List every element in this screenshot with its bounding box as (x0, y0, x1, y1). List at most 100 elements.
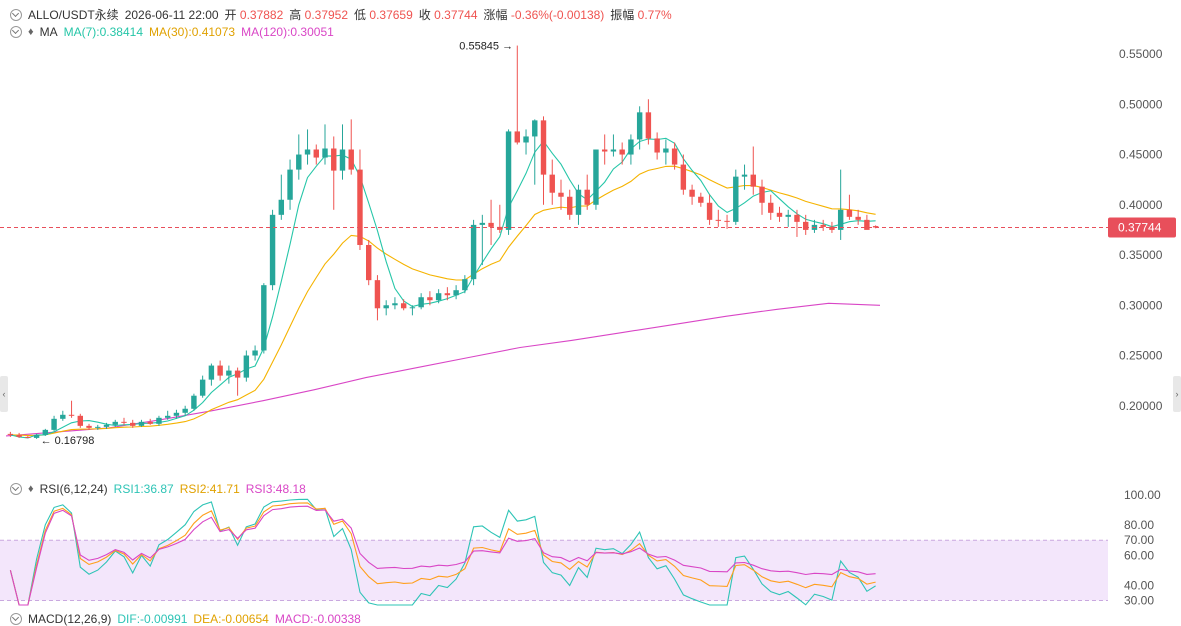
candle-body (724, 220, 730, 222)
bell-icon[interactable]: ♦ (28, 26, 34, 38)
candle-body (95, 426, 101, 428)
low-label: 低 (354, 8, 367, 22)
high-value: 0.37952 (304, 8, 349, 22)
candle-body (226, 370, 232, 376)
ma120-line (5, 302, 881, 437)
candle-body (479, 222, 486, 225)
candle-body (16, 434, 22, 437)
open-label: 开 (224, 8, 237, 22)
close-value: 0.37744 (434, 8, 478, 22)
candle-body (25, 436, 31, 438)
dea-value: DEA:-0.00654 (193, 612, 269, 626)
ma30-value: MA(30):0.41073 (149, 25, 236, 39)
rsi-legend: ♦ RSI(6,12,24) RSI1:36.87 RSI2:41.71 RSI… (10, 482, 306, 496)
candle-body (366, 244, 372, 281)
candle-body (173, 412, 180, 416)
candle-body (645, 112, 652, 139)
candle-body (837, 209, 844, 230)
candle-body (147, 421, 153, 424)
candle-body (374, 280, 381, 309)
candle-body (392, 303, 398, 306)
candle-body (7, 433, 14, 435)
min-price-annotation: ← 0.16798 (41, 435, 95, 447)
candle-body (584, 189, 590, 205)
open-value: 0.37882 (239, 8, 284, 22)
candle-body (671, 148, 678, 165)
candle-body (470, 224, 477, 280)
candle-body (864, 219, 870, 230)
candle-body (278, 199, 285, 215)
candle-body (628, 139, 634, 155)
price-tick-label: 0.30000 (1119, 298, 1163, 312)
amplitude-label: 振幅 (610, 8, 635, 22)
rsi-band (0, 540, 1108, 601)
candle-body (593, 149, 599, 205)
candle-body (549, 174, 555, 193)
price-tick-label: 0.45000 (1119, 148, 1163, 162)
collapse-toggle-icon[interactable] (10, 613, 22, 625)
candle-body (855, 216, 861, 220)
candle-body (715, 219, 722, 221)
candle-body (269, 214, 276, 286)
candle-body (733, 176, 739, 222)
low-value: 0.37659 (369, 8, 413, 22)
price-tick-label: 0.35000 (1119, 248, 1163, 262)
high-label: 高 (289, 8, 302, 22)
candle-body (689, 189, 695, 197)
ma-label[interactable]: MA (39, 25, 58, 39)
candle-body (558, 192, 564, 197)
candle-body (820, 224, 826, 227)
ma7-value: MA(7):0.38414 (63, 25, 144, 39)
candle-body (348, 149, 354, 170)
rsi2-value: RSI2:41.71 (179, 482, 240, 496)
candle-body (846, 209, 853, 217)
candle-body (313, 149, 319, 158)
symbol[interactable]: ALLO/USDT永续 (28, 8, 119, 22)
rsi1-value: RSI1:36.87 (113, 482, 174, 496)
rsi2-line (9, 502, 876, 606)
rsi-tick-label: 70.00 (1124, 533, 1154, 547)
candle-body (199, 379, 206, 396)
candle-body (785, 214, 791, 217)
candle-body (287, 169, 293, 200)
candle-body (610, 149, 617, 152)
candle-body (636, 112, 643, 140)
change-label: 涨幅 (483, 8, 508, 22)
macd-legend: MACD(12,26,9) DIF:-0.00991 DEA:-0.00654 … (10, 612, 361, 626)
price-tick-label: 0.40000 (1119, 198, 1163, 212)
candle-body (601, 149, 608, 152)
candle-body (304, 149, 311, 155)
bell-icon[interactable]: ♦ (28, 483, 34, 495)
macd-label[interactable]: MACD(12,26,9) (28, 612, 112, 626)
candle-body (698, 196, 704, 203)
candle-body (357, 169, 363, 245)
rsi-label[interactable]: RSI(6,12,24) (39, 482, 108, 496)
collapse-toggle-icon[interactable] (10, 8, 22, 21)
candle-body (121, 421, 127, 423)
candle-body (706, 202, 713, 220)
scroll-left-handle[interactable]: ‹ (0, 376, 8, 412)
candle-body (575, 189, 582, 215)
collapse-toggle-icon[interactable] (10, 483, 22, 495)
candle-body (567, 196, 573, 215)
candle-body (243, 355, 250, 378)
price-tick-label: 0.50000 (1119, 97, 1163, 111)
scroll-right-handle[interactable]: › (1173, 376, 1181, 412)
dif-value: DIF:-0.00991 (117, 612, 188, 626)
candle-body (829, 226, 835, 230)
macd-value: MACD:-0.00338 (274, 612, 361, 626)
candle-body (322, 148, 328, 158)
candle-body (130, 422, 136, 426)
price-tick-label: 0.20000 (1119, 399, 1163, 413)
candle-body (60, 414, 66, 419)
collapse-toggle-icon[interactable] (10, 26, 22, 38)
candle-body (103, 424, 110, 427)
rsi-tick-label: 30.00 (1124, 593, 1154, 607)
candle-body (680, 164, 687, 190)
candle-body (112, 421, 118, 425)
candle-body (505, 131, 512, 230)
candle-body (750, 174, 756, 187)
last-price-tag (1108, 217, 1176, 238)
candle-body (51, 418, 57, 430)
